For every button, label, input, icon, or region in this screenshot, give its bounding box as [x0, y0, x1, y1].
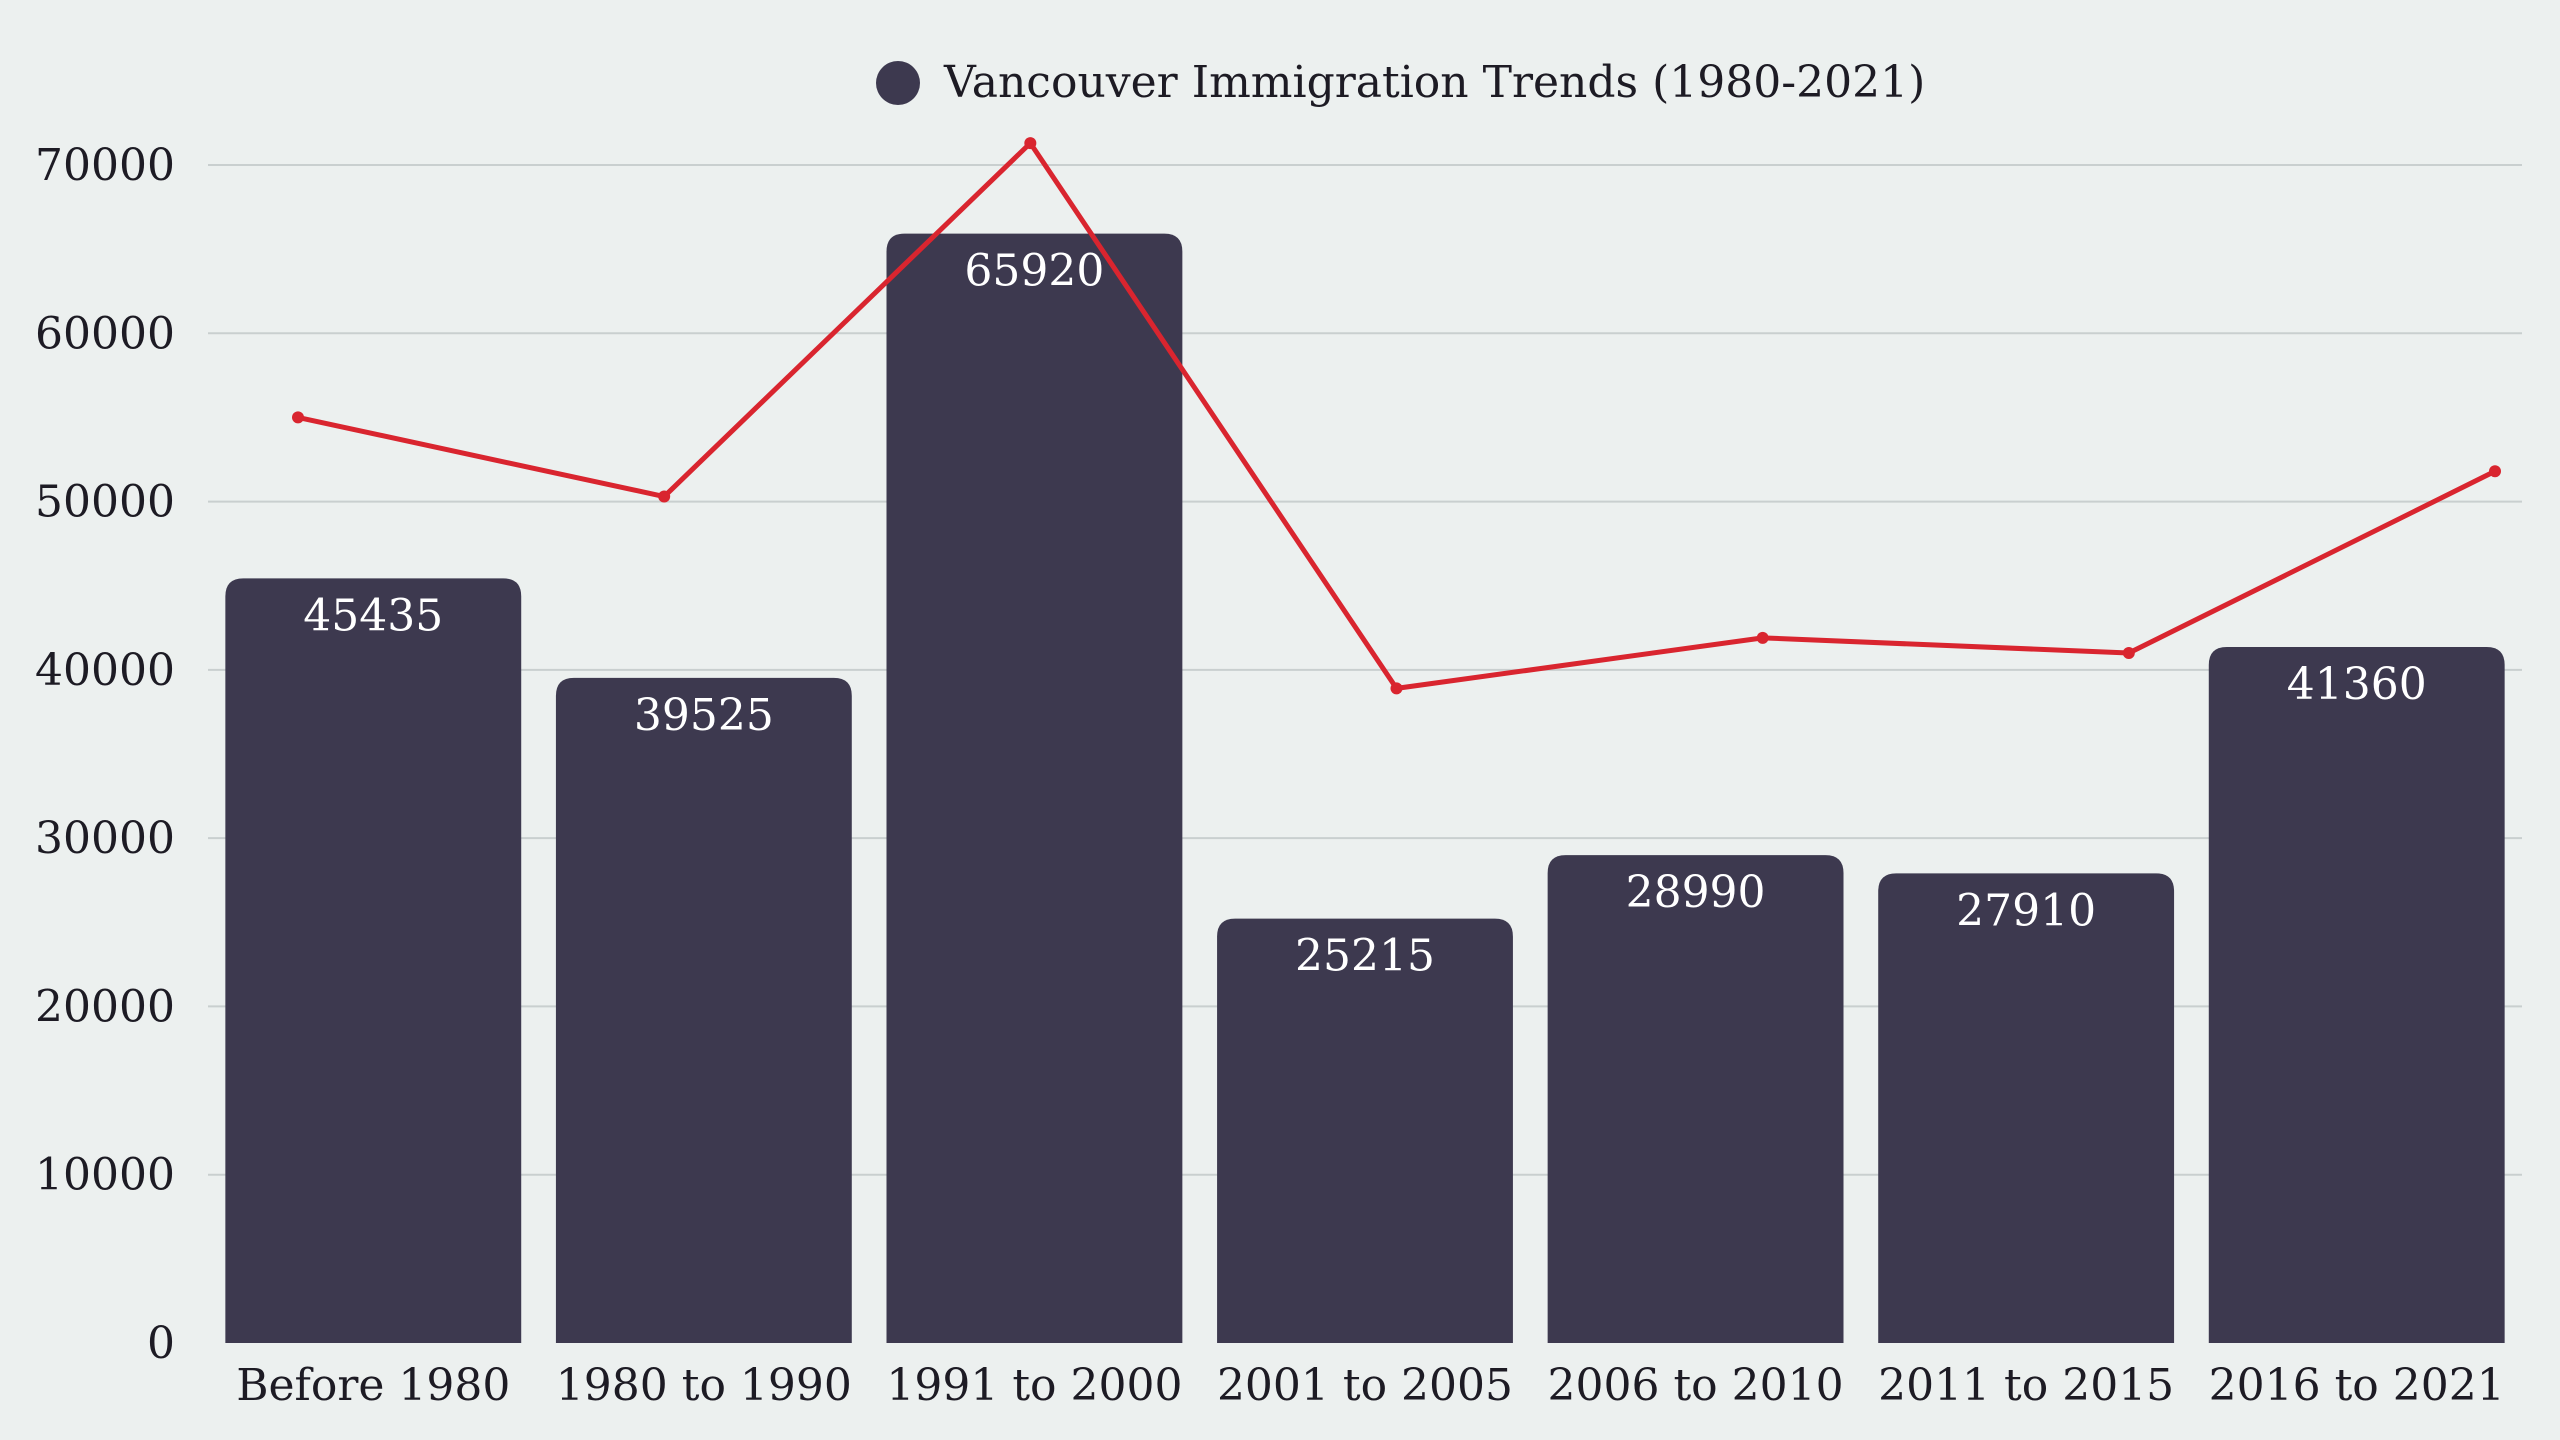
bar-value-label: 28990 [1626, 867, 1766, 918]
y-axis: 0 10000 20000 30000 40000 50000 60000 70000 [35, 140, 175, 1369]
line-point [1024, 137, 1037, 150]
legend-label: Vancouver Immigration Trends (1980-2021) [943, 57, 1925, 108]
line-point [2489, 465, 2501, 478]
y-tick-label: 10000 [35, 1150, 175, 1201]
y-tick-label: 60000 [35, 308, 175, 359]
y-tick-label: 20000 [35, 981, 175, 1032]
data-labels: 45435 39525 65920 25215 28990 27910 41360 [303, 246, 2426, 982]
trend-line [297, 140, 2497, 691]
legend-marker [876, 61, 920, 105]
bar [1217, 918, 1513, 1343]
x-axis: Before 1980 1980 to 1990 1991 to 2000 2001 … [236, 1360, 2505, 1411]
y-tick-label: 30000 [35, 813, 175, 864]
x-tick-label: 2006 to 2010 [1548, 1360, 1844, 1411]
line-point [1756, 631, 1769, 644]
bar-value-label: 65920 [964, 246, 1104, 297]
x-tick-label: 2011 to 2015 [1878, 1360, 2174, 1411]
bar [886, 233, 1183, 1344]
bar-value-label: 39525 [634, 690, 774, 741]
x-tick-label: 2016 to 2021 [2209, 1360, 2505, 1411]
bar [225, 578, 522, 1343]
bar-value-label: 45435 [303, 590, 443, 641]
y-tick-label: 0 [147, 1318, 175, 1369]
x-tick-label: 1980 to 1990 [556, 1360, 852, 1411]
y-tick-label: 40000 [35, 645, 175, 696]
line-point [292, 411, 304, 424]
line-point [658, 490, 671, 503]
x-tick-label: 2001 to 2005 [1217, 1360, 1513, 1411]
line-point [2122, 647, 2135, 660]
bar [1547, 855, 1844, 1343]
bar-value-label: 41360 [2287, 659, 2427, 710]
y-tick-label: 50000 [35, 477, 175, 528]
bar [2208, 646, 2505, 1343]
legend: Vancouver Immigration Trends (1980-2021) [876, 57, 1925, 108]
bar [1878, 873, 2175, 1343]
bar-series [225, 233, 2505, 1344]
bar-value-label: 27910 [1956, 885, 2096, 936]
x-tick-label: Before 1980 [236, 1360, 510, 1411]
x-tick-label: 1991 to 2000 [886, 1360, 1182, 1411]
bar-value-label: 25215 [1295, 931, 1435, 982]
bar [555, 677, 852, 1343]
y-tick-label: 70000 [35, 140, 175, 191]
line-series [292, 137, 2501, 695]
line-point [1390, 682, 1403, 695]
